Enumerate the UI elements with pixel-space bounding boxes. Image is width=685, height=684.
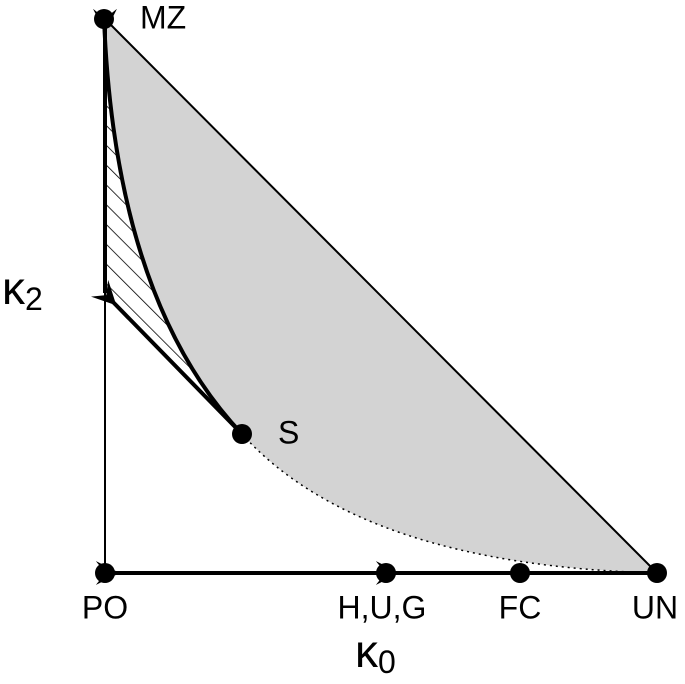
y-axis-label: κ2 [2, 262, 43, 317]
x-axis-label: κ0 [355, 625, 396, 680]
axis-subscript: 0 [378, 644, 396, 680]
axis-symbol: κ [355, 625, 379, 677]
hypotenuse [103, 17, 658, 574]
node [376, 563, 396, 583]
node-label: H,U,G [338, 589, 427, 625]
node-label: FC [499, 589, 542, 625]
node-label: UN [632, 589, 678, 625]
node [94, 9, 114, 29]
dotted-curve [241, 433, 658, 574]
node-label: PO [82, 589, 128, 625]
node-label: S [278, 414, 299, 450]
axis-subscript: 2 [25, 281, 43, 317]
axis-symbol: κ [2, 262, 26, 314]
hatched-region [104, 24, 242, 434]
node [647, 563, 667, 583]
node [95, 563, 115, 583]
node [510, 563, 530, 583]
arrow-s [90, 279, 244, 436]
node [232, 424, 252, 444]
thick-curve [102, 17, 244, 436]
node-label: MZ [140, 0, 186, 35]
